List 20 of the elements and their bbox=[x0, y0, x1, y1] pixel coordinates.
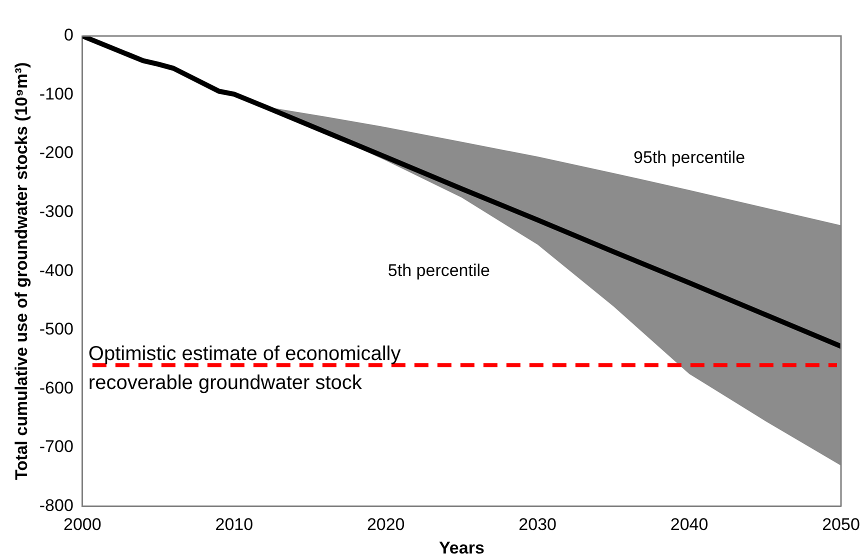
ref-line-label: Optimistic estimate of economically recoverable groundwater stock bbox=[88, 343, 401, 394]
x-tick-label: 2050 bbox=[822, 515, 860, 534]
y-tick-label: -800 bbox=[39, 496, 74, 515]
x-axis-title: Years bbox=[439, 538, 484, 558]
x-tick-label: 2040 bbox=[670, 515, 708, 534]
x-tick-label: 2000 bbox=[64, 515, 102, 534]
y-tick-label: -400 bbox=[39, 260, 74, 280]
y-tick-label: -600 bbox=[39, 378, 74, 398]
annotation: 95th percentile bbox=[634, 148, 746, 167]
y-tick-label: -500 bbox=[39, 320, 74, 339]
y-tick-label: -200 bbox=[39, 143, 74, 162]
y-tick-label: 0 bbox=[64, 26, 74, 45]
y-tick-label: -700 bbox=[39, 437, 74, 456]
y-tick-label: -100 bbox=[39, 84, 74, 104]
y-tick-label: -300 bbox=[39, 202, 74, 222]
x-tick-label: 2010 bbox=[215, 515, 254, 534]
x-tick-label: 2020 bbox=[366, 515, 405, 534]
y-axis-title: Total cumulative use of groundwater stocks (10⁹m³) bbox=[12, 62, 31, 480]
annotation: 5th percentile bbox=[388, 260, 490, 280]
x-tick-label: 2030 bbox=[518, 515, 556, 534]
